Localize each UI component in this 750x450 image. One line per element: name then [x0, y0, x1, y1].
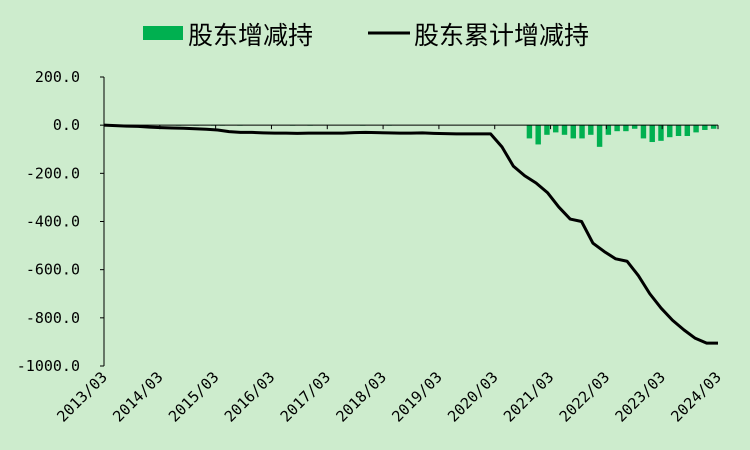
bar — [675, 125, 682, 137]
bar — [623, 125, 629, 132]
y-axis-ticks: 200.0 0.0 -200.0 -400.0 -600.0 -800.0 -1000.0 — [17, 68, 104, 375]
y-tick-label: 200.0 — [35, 68, 80, 86]
y-tick-label: -400.0 — [26, 213, 80, 231]
x-tick-label: 2016/03 — [221, 368, 278, 425]
x-tick-label: 2014/03 — [109, 368, 166, 425]
bar — [561, 125, 568, 135]
legend-bar-label: 股东增减持 — [188, 21, 313, 50]
legend: 股东增减持 股东累计增减持 — [143, 21, 589, 50]
x-tick-label: 2023/03 — [612, 368, 669, 425]
x-tick-label: 2019/03 — [388, 368, 445, 425]
x-tick-label: 2018/03 — [332, 368, 389, 425]
bar — [693, 125, 699, 133]
x-tick-label: 2013/03 — [53, 368, 110, 425]
y-tick-label: -200.0 — [26, 164, 80, 182]
bar — [570, 125, 576, 139]
legend-line-label: 股东累计增减持 — [414, 21, 589, 50]
x-tick-label: 2020/03 — [444, 368, 501, 425]
bar — [526, 125, 533, 139]
y-tick-label: -800.0 — [26, 309, 80, 327]
bar — [605, 125, 612, 135]
cumulative-line — [103, 123, 718, 345]
x-tick-label: 2024/03 — [667, 368, 724, 425]
bar — [640, 125, 647, 139]
axes — [103, 77, 718, 366]
bar — [631, 125, 638, 129]
x-axis-ticks: 2013/032014/032015/032016/032017/032018/… — [53, 125, 725, 426]
bar — [553, 125, 559, 133]
bar — [658, 125, 664, 141]
bar — [702, 125, 708, 130]
bar — [684, 125, 691, 137]
y-tick-label: -600.0 — [26, 261, 80, 279]
x-tick-label: 2015/03 — [165, 368, 222, 425]
bar — [596, 125, 603, 147]
bar — [667, 125, 673, 138]
legend-bar-swatch — [143, 26, 183, 40]
bar — [649, 125, 655, 143]
y-tick-label: -1000.0 — [17, 357, 80, 375]
bar — [588, 125, 594, 135]
x-tick-label: 2022/03 — [556, 368, 613, 425]
x-tick-label: 2017/03 — [277, 368, 334, 425]
y-tick-label: 0.0 — [53, 116, 80, 134]
bar — [535, 125, 541, 145]
line-series — [103, 123, 718, 345]
bar — [614, 125, 620, 132]
bar — [544, 125, 550, 135]
bar — [579, 125, 585, 139]
x-tick-label: 2021/03 — [500, 368, 557, 425]
bar — [710, 125, 717, 129]
